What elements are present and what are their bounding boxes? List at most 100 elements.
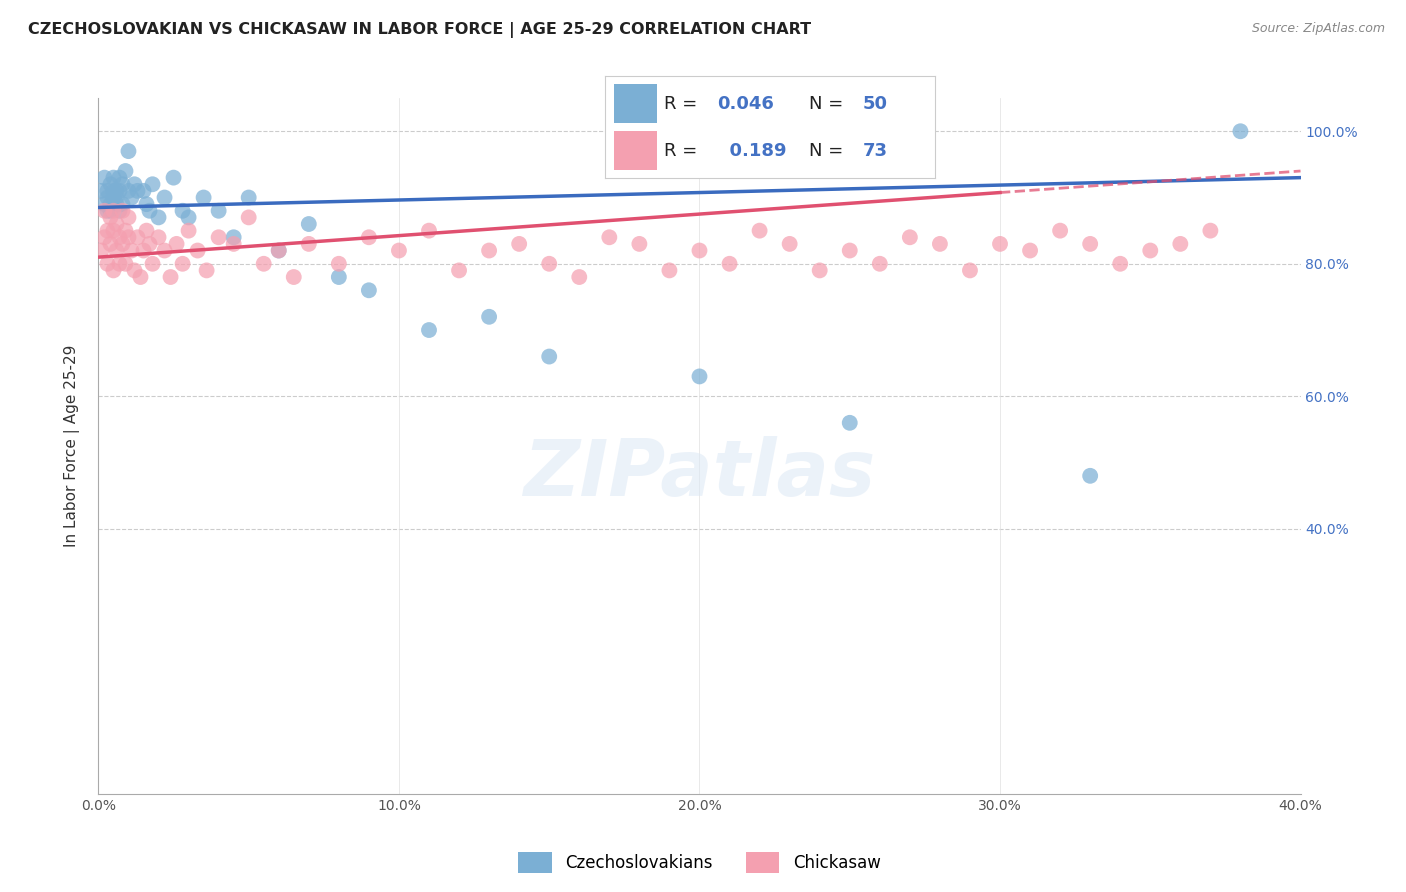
Point [93, 170, 115, 185]
Point [117, 230, 139, 244]
Text: 0.189: 0.189 [717, 142, 786, 160]
Point [172, 257, 194, 271]
Point [100, 203, 122, 218]
Text: ZIPatlas: ZIPatlas [523, 436, 876, 512]
Point [103, 170, 125, 185]
Point [103, 263, 125, 277]
Point [538, 257, 561, 271]
Point [105, 197, 128, 211]
Point [1078, 236, 1101, 251]
Point [132, 184, 155, 198]
Bar [614, 131, 658, 170]
Point [108, 184, 131, 198]
Point [195, 263, 218, 277]
Point [103, 224, 125, 238]
Point [111, 178, 134, 192]
Legend: Czechoslovakians, Chickasaw: Czechoslovakians, Chickasaw [512, 846, 887, 880]
Point [689, 369, 711, 384]
Text: N =: N = [810, 95, 849, 112]
Point [108, 170, 131, 185]
Point [508, 236, 530, 251]
Point [1078, 468, 1101, 483]
Point [177, 211, 200, 225]
Point [357, 230, 380, 244]
Point [193, 190, 215, 204]
Point [238, 211, 260, 225]
Point [959, 263, 981, 277]
Point [1229, 124, 1251, 138]
Point [96, 190, 118, 204]
Point [298, 236, 321, 251]
Point [222, 236, 245, 251]
Point [96, 203, 118, 218]
Point [153, 244, 176, 258]
Point [838, 416, 860, 430]
Point [208, 230, 231, 244]
Point [208, 203, 231, 218]
Point [447, 263, 470, 277]
Point [141, 257, 163, 271]
Point [93, 203, 115, 218]
Text: 0.046: 0.046 [717, 95, 773, 112]
Point [267, 244, 290, 258]
Text: 50: 50 [862, 95, 887, 112]
Point [127, 230, 149, 244]
Point [388, 244, 411, 258]
Point [1170, 236, 1192, 251]
Point [869, 257, 891, 271]
Point [328, 257, 350, 271]
Y-axis label: In Labor Force | Age 25-29: In Labor Force | Age 25-29 [63, 345, 80, 547]
Point [148, 230, 170, 244]
Point [222, 230, 245, 244]
Point [100, 236, 122, 251]
Point [117, 144, 139, 158]
Point [598, 230, 620, 244]
Point [117, 184, 139, 198]
Text: 73: 73 [862, 142, 887, 160]
Point [96, 184, 118, 198]
Point [838, 244, 860, 258]
Point [357, 283, 380, 297]
Point [418, 323, 440, 337]
Point [100, 211, 122, 225]
Point [177, 224, 200, 238]
Point [172, 203, 194, 218]
Point [105, 244, 128, 258]
Point [111, 197, 134, 211]
Point [162, 170, 184, 185]
Point [108, 230, 131, 244]
Point [1049, 224, 1071, 238]
Point [117, 211, 139, 225]
Point [718, 257, 741, 271]
Point [93, 230, 115, 244]
Point [111, 203, 134, 218]
Point [298, 217, 321, 231]
Point [1139, 244, 1161, 258]
Point [159, 270, 181, 285]
Point [166, 236, 188, 251]
Point [689, 244, 711, 258]
Text: R =: R = [664, 142, 703, 160]
Point [114, 257, 136, 271]
Point [1109, 257, 1132, 271]
Text: R =: R = [664, 95, 703, 112]
Point [658, 263, 681, 277]
Point [103, 190, 125, 204]
Point [153, 190, 176, 204]
Point [114, 224, 136, 238]
Text: N =: N = [810, 142, 849, 160]
Point [100, 197, 122, 211]
Point [478, 244, 501, 258]
Point [808, 263, 831, 277]
Point [96, 257, 118, 271]
Point [127, 184, 149, 198]
Point [538, 350, 561, 364]
Point [124, 263, 146, 277]
Point [628, 236, 651, 251]
Point [138, 203, 160, 218]
Text: Source: ZipAtlas.com: Source: ZipAtlas.com [1251, 22, 1385, 36]
Point [748, 224, 770, 238]
Point [141, 178, 163, 192]
Point [114, 164, 136, 178]
Point [105, 184, 128, 198]
